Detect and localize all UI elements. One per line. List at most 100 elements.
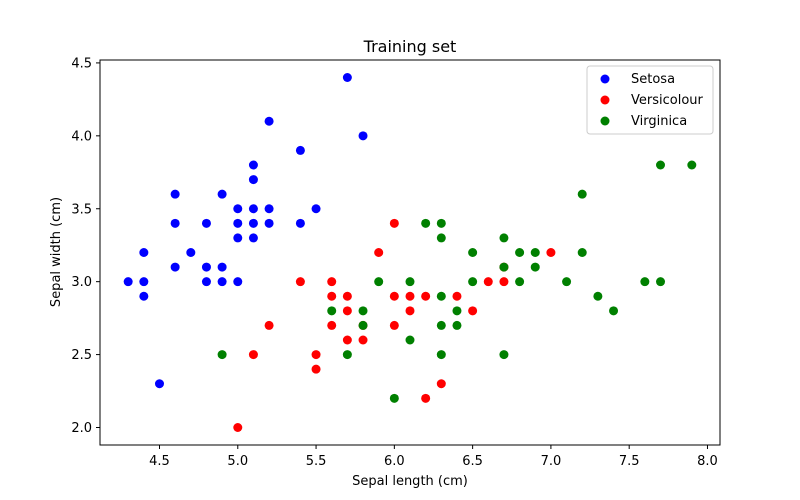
point-setosa-5 [170,189,180,199]
point-versicolour-5 [311,364,321,374]
plot-frame [99,59,721,446]
point-versicolour-3 [295,277,305,287]
legend-marker-setosa [600,74,610,84]
point-setosa-31 [358,131,368,141]
point-setosa-19 [248,160,258,170]
series-virginica [217,160,697,403]
point-virginica-20 [499,262,509,272]
point-virginica-9 [421,218,431,228]
legend: Setosa Versicolour Virginica [586,65,714,135]
point-virginica-1 [327,306,337,316]
point-setosa-6 [170,218,180,228]
point-virginica-2 [342,350,352,360]
point-setosa-25 [264,204,274,214]
point-versicolour-14 [374,248,384,257]
point-setosa-4 [154,379,164,389]
x-tick-label: 8.0 [697,454,718,469]
point-virginica-19 [499,233,509,243]
point-versicolour-4 [311,350,321,360]
point-virginica-3 [358,306,368,316]
point-versicolour-16 [389,291,399,301]
y-axis-ticks: 2.0 2.5 3.0 3.5 4.0 4.5 [71,56,100,436]
point-virginica-10 [436,218,446,228]
point-setosa-24 [264,116,274,126]
point-versicolour-13 [358,335,368,345]
point-setosa-14 [217,277,227,287]
point-virginica-32 [656,160,666,170]
point-versicolour-2 [264,320,274,330]
point-virginica-5 [374,277,384,287]
legend-marker-versicolour [600,95,610,105]
point-virginica-23 [515,277,525,287]
point-setosa-30 [342,73,352,82]
point-setosa-12 [217,189,227,199]
y-tick-label: 3.0 [71,275,92,290]
point-versicolour-1 [248,350,258,360]
point-setosa-27 [295,145,305,155]
point-versicolour-18 [405,291,415,301]
point-versicolour-20 [421,291,431,301]
x-tick-label: 7.0 [541,454,562,469]
point-setosa-18 [233,277,243,287]
point-virginica-6 [389,393,399,403]
y-tick-label: 4.5 [71,56,92,71]
point-virginica-25 [530,262,540,272]
y-axis-title: Sepal width (cm) [49,197,64,307]
point-versicolour-28 [546,248,556,257]
point-virginica-22 [515,248,525,257]
point-virginica-30 [609,306,619,316]
point-virginica-33 [656,277,666,287]
x-tick-label: 5.5 [306,454,327,469]
point-setosa-7 [170,262,180,272]
point-versicolour-24 [468,306,478,316]
legend-label-versicolour: Versicolour [631,93,704,108]
point-setosa-2 [139,277,149,287]
legend-box [586,65,714,135]
point-virginica-0 [217,350,227,360]
point-virginica-29 [593,291,603,301]
x-axis-title: Sepal length (cm) [352,474,468,489]
point-virginica-14 [436,350,446,360]
point-virginica-18 [468,277,478,287]
point-versicolour-27 [499,277,509,287]
point-virginica-21 [499,350,509,360]
points-layer [123,73,697,432]
point-setosa-9 [201,218,211,228]
point-virginica-16 [452,320,462,330]
point-versicolour-22 [436,379,446,389]
y-tick-label: 2.0 [71,421,92,436]
point-virginica-27 [577,189,587,199]
point-versicolour-17 [389,320,399,330]
legend-marker-virginica [600,116,610,126]
point-setosa-11 [201,277,211,287]
point-versicolour-0 [233,423,243,432]
point-setosa-26 [264,218,274,228]
point-versicolour-6 [327,277,337,287]
point-virginica-7 [405,277,415,287]
point-virginica-24 [530,248,540,257]
x-tick-label: 6.0 [384,454,405,469]
series-setosa [123,73,368,389]
point-setosa-15 [233,204,243,214]
point-setosa-13 [217,262,227,272]
legend-label-setosa: Setosa [631,72,675,87]
point-virginica-34 [687,160,697,170]
point-virginica-11 [436,233,446,243]
point-virginica-12 [436,291,446,301]
point-versicolour-7 [327,291,337,301]
point-setosa-22 [248,218,258,228]
point-versicolour-11 [342,335,352,345]
point-setosa-8 [186,248,196,257]
chart-title: Training set [363,37,457,56]
point-setosa-17 [233,233,243,243]
point-setosa-3 [139,291,149,301]
point-virginica-13 [436,320,446,330]
legend-label-virginica: Virginica [631,114,687,129]
point-versicolour-9 [342,291,352,301]
point-virginica-15 [452,306,462,316]
x-tick-label: 7.5 [619,454,640,469]
point-versicolour-23 [452,291,462,301]
x-tick-label: 6.5 [462,454,483,469]
